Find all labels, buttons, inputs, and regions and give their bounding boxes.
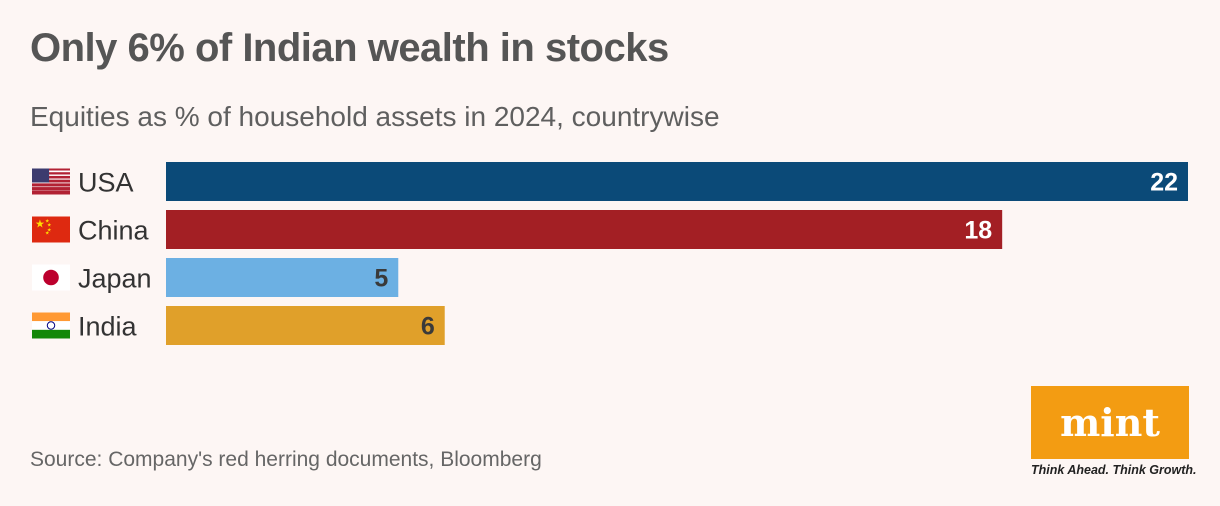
bar [166, 210, 1003, 249]
flag-band [32, 329, 70, 339]
flag-band [32, 321, 70, 330]
value-label: 6 [421, 313, 435, 341]
flag-stripe [32, 187, 70, 189]
bar-chart: USA 22 ★ ★★★★ China 18 Japan 5 India 6 [32, 162, 1188, 345]
flag-stripe [32, 183, 70, 186]
flag-stripe [32, 188, 70, 191]
flag-star: ★ [45, 231, 50, 237]
flag-star: ★ [47, 223, 52, 229]
flag-chakra [46, 321, 56, 330]
category-label: India [78, 312, 138, 342]
bar [166, 258, 399, 297]
japan-flag-icon [32, 264, 70, 291]
flag-bg [32, 216, 70, 243]
mint-logo: mint [1031, 386, 1189, 459]
category-label: China [78, 216, 150, 246]
flag-band [32, 312, 70, 322]
brand-tagline: Think Ahead. Think Growth. [1031, 463, 1197, 477]
bar [166, 306, 445, 345]
flag-stripe [32, 172, 70, 175]
category-label: Japan [78, 264, 152, 294]
category-label: USA [78, 168, 134, 198]
value-label: 5 [374, 265, 388, 293]
value-label: 18 [964, 217, 992, 245]
flag-star: ★ [47, 228, 52, 234]
flag-stripe [32, 192, 70, 195]
mint-logo-text: mint [1060, 400, 1160, 445]
flag-stripe [32, 180, 70, 183]
source-note: Source: Company's red herring documents,… [30, 448, 542, 471]
usa-flag-icon [32, 168, 70, 195]
flag-canton [32, 168, 50, 183]
flag-stripe [32, 190, 70, 193]
flag-stripe [32, 184, 70, 187]
bar [166, 162, 1188, 201]
flag-stripe [32, 176, 70, 179]
india-flag-icon [32, 312, 70, 339]
flag-star: ★ [35, 219, 45, 231]
value-label: 22 [1150, 169, 1178, 197]
chart-subtitle: Equities as % of household assets in 202… [30, 101, 720, 132]
flag-star: ★ [45, 219, 50, 225]
flag-sun [43, 269, 59, 286]
china-flag-icon: ★ ★★★★ [32, 216, 70, 243]
chart-title: Only 6% of Indian wealth in stocks [30, 26, 669, 70]
flag-stripe [32, 168, 70, 171]
